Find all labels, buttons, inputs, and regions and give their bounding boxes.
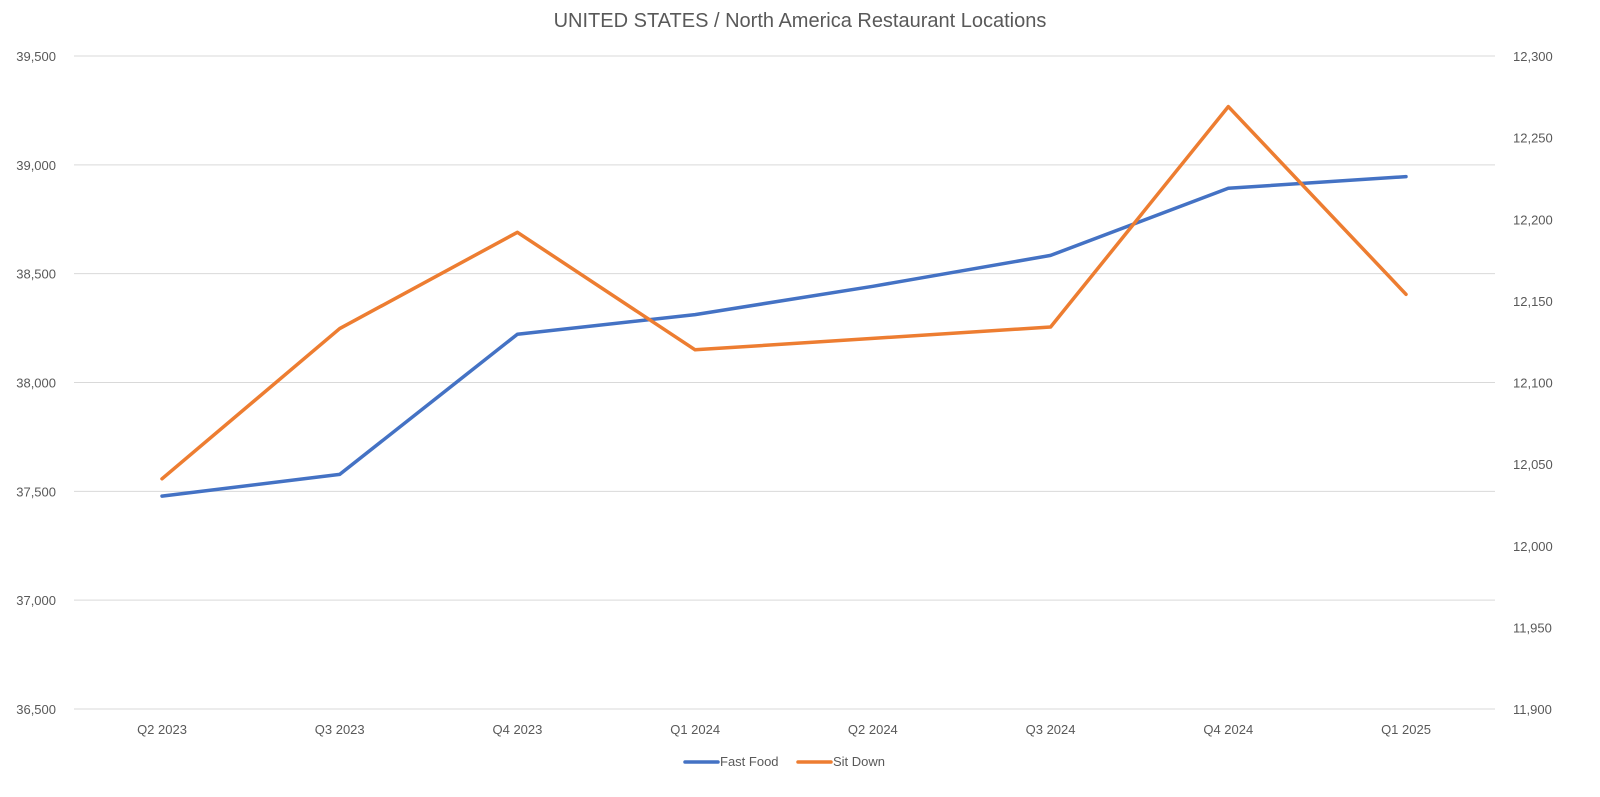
right-tick-label: 11,950 xyxy=(1513,620,1552,635)
x-tick-label: Q1 2024 xyxy=(670,722,720,737)
right-tick-label: 12,300 xyxy=(1513,49,1553,64)
x-tick-label: Q4 2023 xyxy=(492,722,542,737)
series-lines xyxy=(160,104,1408,498)
right-tick-label: 12,000 xyxy=(1513,539,1553,554)
left-tick-label: 38,500 xyxy=(16,267,56,282)
x-tick-label: Q2 2024 xyxy=(848,722,898,737)
x-axis: Q2 2023 Q3 2023 Q4 2023 Q1 2024 Q2 2024 Q3 20… xyxy=(137,722,1431,737)
left-tick-label: 38,000 xyxy=(16,376,56,391)
x-tick-label: Q3 2024 xyxy=(1026,722,1076,737)
x-tick-label: Q3 2023 xyxy=(315,722,365,737)
legend: Fast Food Sit Down xyxy=(683,754,885,769)
right-tick-label: 11,900 xyxy=(1513,702,1552,717)
left-tick-label: 36,500 xyxy=(16,702,56,717)
gridlines xyxy=(74,55,1495,710)
series-line-fast-food xyxy=(160,174,1408,498)
right-tick-label: 12,200 xyxy=(1513,212,1553,227)
left-y-axis: 36,500 37,000 37,500 38,000 38,500 39,000 39,5… xyxy=(16,49,56,717)
legend-label-sit-down: Sit Down xyxy=(833,754,885,769)
right-tick-label: 12,250 xyxy=(1513,131,1553,146)
chart-title: UNITED STATES / North America Restaurant… xyxy=(554,10,1047,32)
x-tick-label: Q1 2025 xyxy=(1381,722,1431,737)
left-tick-label: 39,000 xyxy=(16,158,56,173)
legend-label-fast-food: Fast Food xyxy=(720,754,779,769)
right-tick-label: 12,100 xyxy=(1513,376,1553,391)
left-tick-label: 37,500 xyxy=(16,484,56,499)
right-y-axis: 11,900 11,950 12,000 12,050 12,100 12,150 12,2… xyxy=(1513,49,1553,717)
right-tick-label: 12,050 xyxy=(1513,457,1553,472)
left-tick-label: 37,000 xyxy=(16,593,56,608)
x-tick-label: Q2 2023 xyxy=(137,722,187,737)
series-line-sit-down xyxy=(160,104,1408,481)
x-tick-label: Q4 2024 xyxy=(1203,722,1253,737)
left-tick-label: 39,500 xyxy=(16,49,56,64)
right-tick-label: 12,150 xyxy=(1513,294,1553,309)
